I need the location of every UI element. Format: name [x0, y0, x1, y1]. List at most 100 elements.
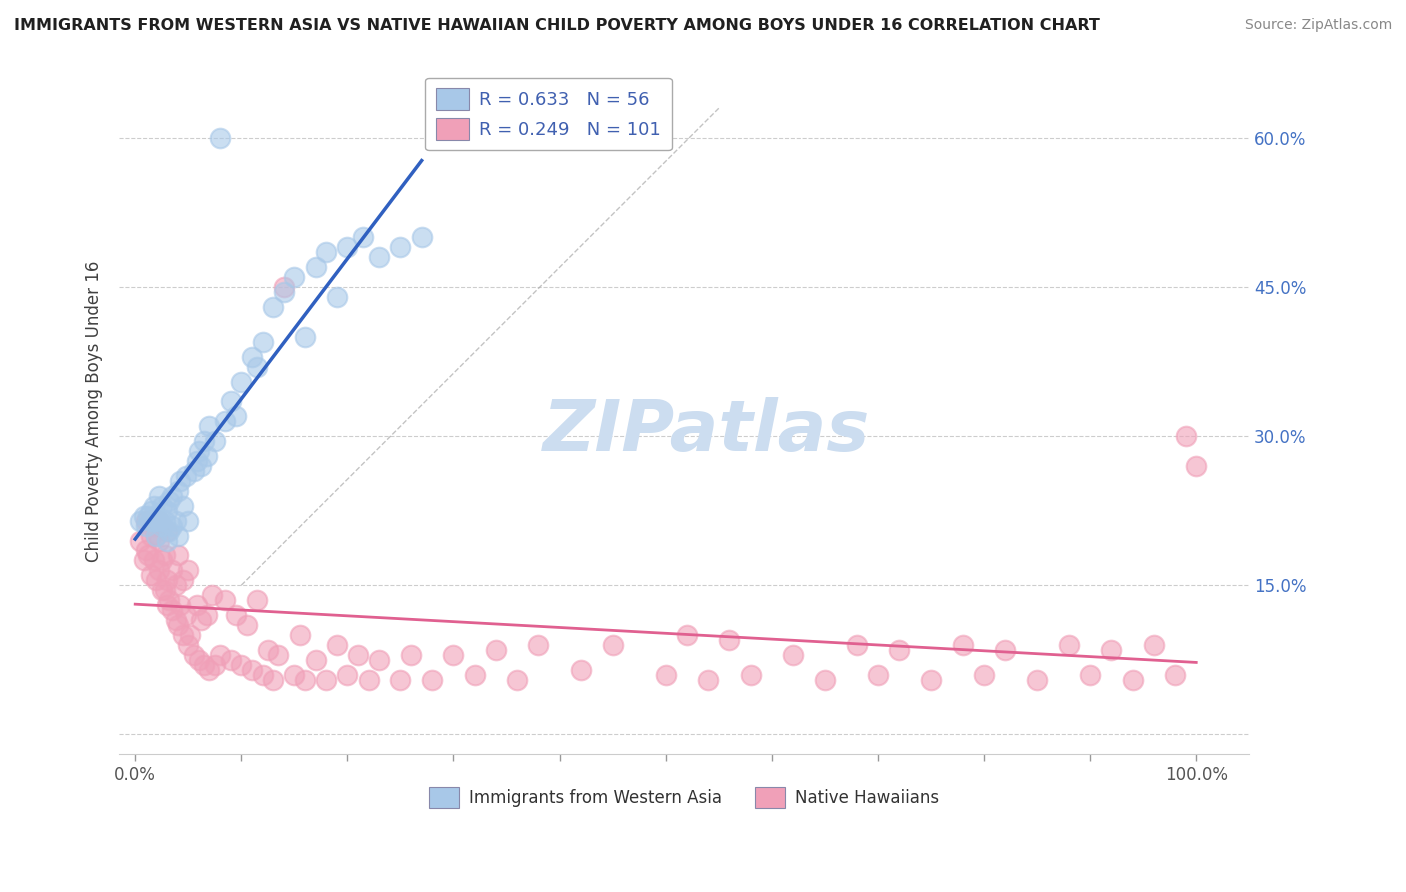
- Y-axis label: Child Poverty Among Boys Under 16: Child Poverty Among Boys Under 16: [86, 260, 103, 562]
- Point: [1099, 643, 1122, 657]
- Point: [676, 628, 699, 642]
- Point: [136, 508, 159, 523]
- Point: [866, 667, 889, 681]
- Point: [143, 553, 166, 567]
- Point: [262, 673, 284, 687]
- Point: [357, 673, 380, 687]
- Point: [225, 608, 247, 623]
- Point: [148, 563, 170, 577]
- Point: [139, 514, 162, 528]
- Point: [315, 673, 337, 687]
- Point: [153, 583, 176, 598]
- Point: [156, 504, 179, 518]
- Point: [697, 673, 720, 687]
- Point: [143, 514, 166, 528]
- Point: [156, 598, 179, 612]
- Point: [283, 667, 305, 681]
- Point: [240, 350, 263, 364]
- Point: [157, 593, 180, 607]
- Point: [718, 632, 741, 647]
- Point: [569, 663, 592, 677]
- Point: [148, 514, 170, 528]
- Point: [1143, 638, 1166, 652]
- Point: [150, 553, 173, 567]
- Point: [162, 518, 184, 533]
- Point: [399, 648, 422, 662]
- Point: [174, 469, 197, 483]
- Point: [1174, 429, 1197, 443]
- Point: [368, 250, 391, 264]
- Point: [304, 260, 326, 275]
- Point: [814, 673, 837, 687]
- Point: [183, 464, 205, 478]
- Point: [166, 528, 188, 542]
- Point: [845, 638, 868, 652]
- Point: [994, 643, 1017, 657]
- Point: [150, 583, 173, 598]
- Point: [156, 574, 179, 588]
- Point: [1026, 673, 1049, 687]
- Point: [246, 359, 269, 374]
- Point: [315, 245, 337, 260]
- Point: [336, 240, 359, 254]
- Point: [165, 578, 187, 592]
- Point: [368, 653, 391, 667]
- Point: [193, 657, 215, 672]
- Point: [326, 290, 349, 304]
- Point: [172, 628, 194, 642]
- Point: [214, 414, 236, 428]
- Point: [145, 508, 167, 523]
- Point: [156, 524, 179, 538]
- Point: [288, 628, 311, 642]
- Point: [973, 667, 995, 681]
- Point: [135, 518, 157, 533]
- Point: [157, 524, 180, 538]
- Point: [166, 549, 188, 563]
- Point: [139, 504, 162, 518]
- Point: [485, 643, 508, 657]
- Point: [246, 593, 269, 607]
- Point: [347, 648, 370, 662]
- Point: [1122, 673, 1144, 687]
- Point: [267, 648, 290, 662]
- Point: [654, 667, 676, 681]
- Point: [920, 673, 942, 687]
- Point: [135, 514, 157, 528]
- Point: [1164, 667, 1187, 681]
- Point: [187, 444, 209, 458]
- Point: [352, 230, 374, 244]
- Point: [1078, 667, 1101, 681]
- Point: [887, 643, 910, 657]
- Point: [177, 563, 200, 577]
- Point: [177, 514, 200, 528]
- Point: [172, 499, 194, 513]
- Point: [139, 568, 162, 582]
- Point: [740, 667, 762, 681]
- Point: [389, 240, 412, 254]
- Point: [782, 648, 804, 662]
- Point: [143, 499, 166, 513]
- Point: [156, 533, 179, 548]
- Point: [231, 375, 253, 389]
- Point: [145, 574, 167, 588]
- Point: [952, 638, 974, 652]
- Point: [136, 549, 159, 563]
- Point: [1057, 638, 1080, 652]
- Point: [169, 474, 191, 488]
- Point: [443, 648, 465, 662]
- Point: [273, 280, 295, 294]
- Point: [198, 419, 221, 434]
- Point: [200, 588, 222, 602]
- Point: [304, 653, 326, 667]
- Point: [145, 528, 167, 542]
- Point: [177, 638, 200, 652]
- Point: [231, 657, 253, 672]
- Point: [179, 628, 201, 642]
- Point: [240, 663, 263, 677]
- Point: [165, 613, 187, 627]
- Point: [336, 667, 359, 681]
- Point: [172, 574, 194, 588]
- Text: ZIPatlas: ZIPatlas: [543, 398, 870, 467]
- Legend: Immigrants from Western Asia, Native Hawaiians: Immigrants from Western Asia, Native Haw…: [422, 780, 946, 814]
- Point: [166, 483, 188, 498]
